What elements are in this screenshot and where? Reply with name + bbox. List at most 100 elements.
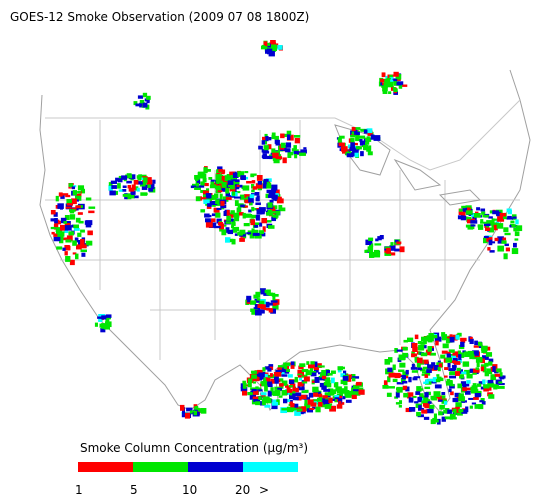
smoke-pixel <box>231 222 236 226</box>
smoke-pixel <box>269 199 274 203</box>
smoke-pixel <box>377 236 382 241</box>
smoke-pixel <box>256 175 263 181</box>
smoke-pixel <box>234 216 240 222</box>
smoke-pixel <box>350 133 358 136</box>
smoke-pixel <box>436 418 441 425</box>
smoke-pixel <box>446 381 453 386</box>
smoke-pixel <box>288 385 293 388</box>
smoke-pixel <box>78 220 84 224</box>
smoke-pixel <box>414 334 419 340</box>
smoke-pixel <box>232 212 240 218</box>
smoke-pixel <box>389 74 393 78</box>
smoke-pixel <box>252 396 260 400</box>
smoke-pixel <box>220 176 225 181</box>
smoke-pixel <box>207 193 212 198</box>
smoke-pixel <box>445 357 453 363</box>
smoke-pixel <box>211 213 216 217</box>
smoke-pixel <box>53 233 58 237</box>
smoke-pixel <box>71 198 77 205</box>
smoke-pixel <box>263 307 270 311</box>
smoke-pixel <box>237 184 243 188</box>
smoke-pixel <box>231 238 236 245</box>
smoke-pixel <box>240 204 245 208</box>
smoke-pixel <box>69 259 75 266</box>
smoke-pixel <box>128 187 135 192</box>
smoke-pixel <box>418 405 422 409</box>
smoke-pixel <box>352 149 359 153</box>
smoke-pixel <box>310 372 317 377</box>
smoke-pixel <box>364 249 368 253</box>
smoke-pixel <box>182 409 186 415</box>
smoke-pixel <box>225 187 230 194</box>
smoke-pixel <box>353 389 359 392</box>
smoke-pixel <box>383 380 388 386</box>
smoke-pixel <box>449 360 457 364</box>
smoke-pixel <box>369 252 375 258</box>
smoke-pixel <box>270 300 278 303</box>
smoke-pixel <box>459 352 465 358</box>
smoke-pixel <box>470 226 475 230</box>
smoke-pixel <box>452 364 457 371</box>
smoke-pixel <box>251 189 255 193</box>
smoke-pixel <box>258 372 265 378</box>
smoke-pixel <box>293 150 299 155</box>
smoke-pixel <box>434 336 442 342</box>
smoke-pixel <box>465 205 472 208</box>
smoke-pixel <box>266 376 271 382</box>
smoke-pixel <box>345 150 349 156</box>
smoke-pixel <box>272 215 279 218</box>
smoke-pixel <box>139 100 145 104</box>
smoke-pixel <box>141 184 148 190</box>
smoke-pixel <box>498 375 506 379</box>
smoke-pixel <box>386 81 394 88</box>
smoke-pixel <box>250 219 256 226</box>
smoke-pixel <box>486 237 493 242</box>
smoke-pixel <box>465 210 473 215</box>
smoke-pixel <box>68 183 74 187</box>
smoke-pixel <box>462 361 470 367</box>
smoke-pixel <box>374 249 380 253</box>
smoke-pixel <box>280 372 285 377</box>
smoke-pixel <box>281 374 288 377</box>
smoke-pixel <box>274 389 281 396</box>
smoke-pixel <box>257 304 263 309</box>
smoke-pixel <box>464 369 470 375</box>
legend-label: 20 <box>235 483 250 497</box>
smoke-pixel <box>437 360 441 364</box>
smoke-pixel <box>265 178 272 182</box>
smoke-pixel <box>247 392 253 396</box>
smoke-pixel <box>461 371 467 375</box>
smoke-pixel <box>266 220 272 223</box>
smoke-pixel <box>258 230 264 235</box>
smoke-pixel <box>458 354 462 360</box>
smoke-pixel <box>322 372 330 377</box>
smoke-pixel <box>441 350 448 354</box>
smoke-pixel <box>493 224 498 231</box>
smoke-pixel <box>243 223 250 227</box>
smoke-pixel <box>271 211 277 214</box>
smoke-pixel <box>105 321 112 328</box>
smoke-pixel <box>482 368 487 373</box>
smoke-pixel <box>413 376 421 379</box>
smoke-pixel <box>75 253 79 260</box>
smoke-pixel <box>231 214 236 217</box>
smoke-pixel <box>499 372 503 377</box>
smoke-pixel <box>440 395 446 399</box>
smoke-pixel <box>247 299 251 303</box>
smoke-pixel <box>270 378 275 384</box>
smoke-pixel <box>313 361 318 368</box>
smoke-pixel <box>412 347 418 353</box>
smoke-pixel <box>411 343 418 349</box>
smoke-pixel <box>328 388 334 394</box>
smoke-pixel <box>218 169 223 173</box>
smoke-pixel <box>473 368 480 373</box>
smoke-pixel <box>208 177 213 180</box>
smoke-pixel <box>501 240 507 244</box>
smoke-pixel <box>148 187 154 192</box>
smoke-pixel <box>264 301 270 308</box>
smoke-pixel <box>261 140 266 145</box>
smoke-pixel <box>260 309 265 314</box>
smoke-pixel <box>330 370 336 374</box>
smoke-pixel <box>332 389 337 395</box>
smoke-pixel <box>280 142 286 148</box>
